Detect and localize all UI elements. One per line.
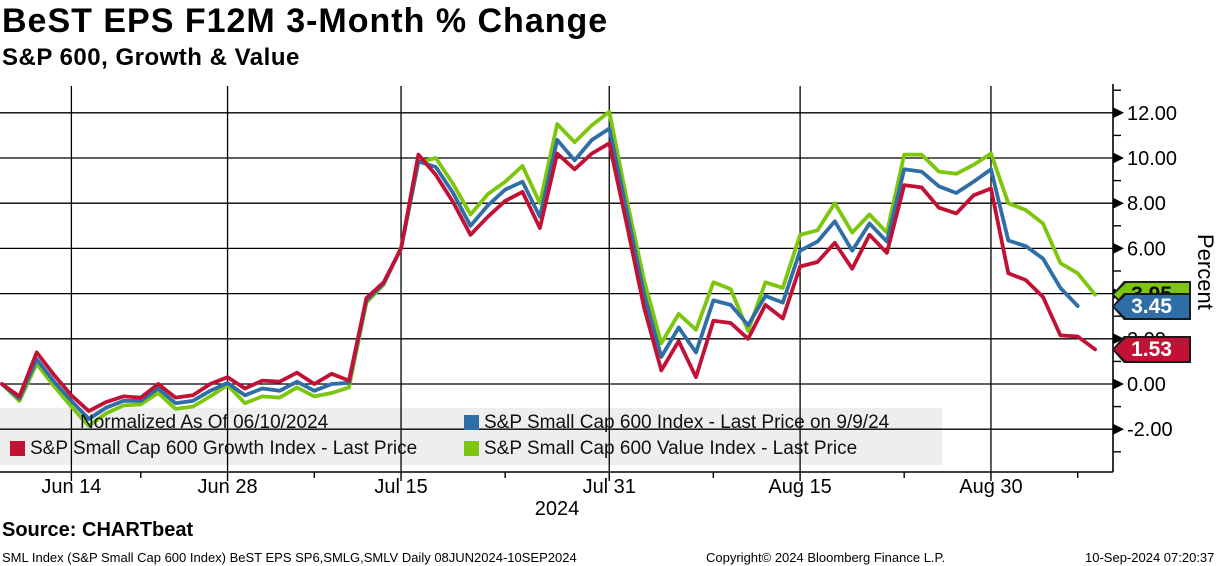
x-axis-year-label: 2024 [534,498,580,520]
svg-text:Jul 15: Jul 15 [374,476,427,498]
footer-timestamp: 10-Sep-2024 07:20:37 [1085,550,1215,565]
legend-item-value: S&P Small Cap 600 Value Index - Last Pri… [484,438,858,459]
legend-swatch-growth [10,441,25,456]
svg-text:Aug 30: Aug 30 [959,476,1022,498]
svg-text:Aug 15: Aug 15 [768,476,831,498]
legend-item-index: S&P Small Cap 600 Index - Last Price on … [484,412,890,433]
svg-text:12.00: 12.00 [1127,103,1177,125]
last-price-tag-growth: 1.53 [1112,336,1191,363]
source-line: Source: CHARTbeat [2,519,194,541]
legend-item-growth: S&P Small Cap 600 Growth Index - Last Pr… [30,438,418,459]
svg-text:0.00: 0.00 [1127,374,1166,396]
last-price-index: 3.45 [1114,295,1189,318]
svg-text:Jul 31: Jul 31 [583,476,636,498]
page-title: BeST EPS F12M 3-Month % Change [2,2,609,40]
last-price-growth: 1.53 [1114,338,1189,361]
legend-swatch-index [464,415,479,430]
svg-text:10.00: 10.00 [1127,148,1177,170]
last-price-tag-index: 3.45 [1112,293,1191,320]
footer-copyright: Copyright© 2024 Bloomberg Finance L.P. [706,550,946,565]
footer-description: SML Index (S&P Small Cap 600 Index) BeST… [2,550,577,565]
legend-swatch-value [464,441,479,456]
svg-text:-2.00: -2.00 [1127,419,1173,441]
svg-text:Jun 28: Jun 28 [198,476,258,498]
svg-text:8.00: 8.00 [1127,193,1166,215]
legend-normalized-note: Normalized As Of 06/10/2024 [80,412,329,433]
svg-text:Jun 14: Jun 14 [41,476,101,498]
page-subtitle: S&P 600, Growth & Value [2,44,300,71]
svg-text:6.00: 6.00 [1127,238,1166,260]
y-axis-title: Percent [1193,234,1218,310]
